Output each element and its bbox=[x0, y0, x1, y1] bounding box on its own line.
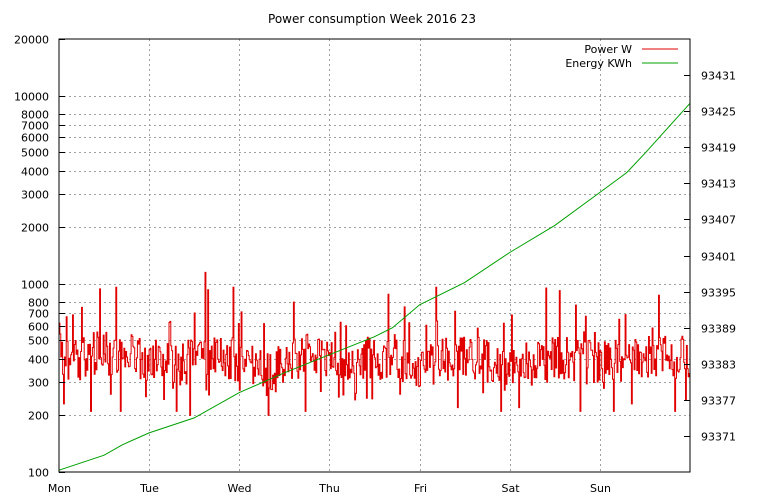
x-tick-label: Sat bbox=[501, 482, 520, 495]
y-right-tick-label: 93371 bbox=[701, 431, 736, 444]
y-right-tick-label: 93425 bbox=[701, 106, 736, 119]
y-right-tick-label: 93419 bbox=[701, 142, 736, 155]
y-left-tick-label: 300 bbox=[28, 377, 49, 390]
y-right-tick-label: 93395 bbox=[701, 287, 736, 300]
plot-frame bbox=[58, 38, 691, 473]
y-right-tick-label: 93377 bbox=[701, 395, 736, 408]
y-left-tick-label: 3000 bbox=[21, 189, 49, 202]
y-left-tick-label: 1000 bbox=[21, 279, 49, 292]
y-left-tick-label: 10000 bbox=[14, 91, 49, 104]
y-left-tick-label: 500 bbox=[28, 335, 49, 348]
y-right-tick-label: 93413 bbox=[701, 178, 736, 191]
x-tick-label: Thu bbox=[318, 482, 340, 495]
legend-label-energy: Energy KWh bbox=[565, 57, 632, 70]
x-tick-label: Tue bbox=[139, 482, 159, 495]
y-left-tick-label: 400 bbox=[28, 354, 49, 367]
y-left-tick-label: 800 bbox=[28, 297, 49, 310]
y-right-tick-label: 93401 bbox=[701, 251, 736, 264]
x-tick-label: Wed bbox=[228, 482, 252, 495]
series-power-line bbox=[59, 271, 691, 416]
grid bbox=[59, 39, 690, 472]
y-left-tick-label: 600 bbox=[28, 321, 49, 334]
y-left-tick-label: 700 bbox=[28, 308, 49, 321]
y-right-tick-label: 93383 bbox=[701, 359, 736, 372]
legend-label-power: Power W bbox=[584, 43, 632, 56]
y-left-tick-label: 7000 bbox=[21, 120, 49, 133]
x-tick-label: Sun bbox=[590, 482, 611, 495]
y-right-tick-label: 93389 bbox=[701, 323, 736, 336]
y-left-tick-label: 100 bbox=[28, 467, 49, 480]
y-right-tick-label: 93431 bbox=[701, 70, 736, 83]
y-right-tick-label: 93407 bbox=[701, 214, 736, 227]
x-tick-label: Fri bbox=[414, 482, 427, 495]
x-tick-label: Mon bbox=[48, 482, 71, 495]
y-left-tick-label: 6000 bbox=[21, 132, 49, 145]
series-energy-line bbox=[58, 102, 691, 471]
y-left-tick-label: 4000 bbox=[21, 166, 49, 179]
chart-title: Power consumption Week 2016 23 bbox=[268, 12, 476, 26]
legend: Power W Energy KWh bbox=[565, 43, 678, 70]
y-left-tick-label: 5000 bbox=[21, 147, 49, 160]
y-left-tick-label: 20000 bbox=[14, 34, 49, 47]
y-left-tick-label: 2000 bbox=[21, 222, 49, 235]
series-layer bbox=[58, 102, 691, 471]
y-left-tick-label: 8000 bbox=[21, 109, 49, 122]
y-left-tick-label: 200 bbox=[28, 410, 49, 423]
